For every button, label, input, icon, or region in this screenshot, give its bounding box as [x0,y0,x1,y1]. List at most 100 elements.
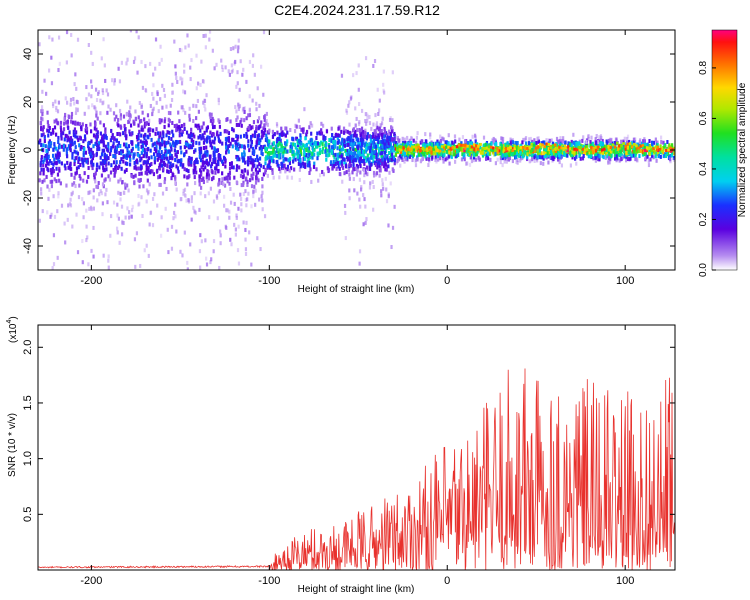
heatmap-cell [380,121,384,126]
heatmap-cell [379,158,382,163]
heatmap-cell [205,158,208,163]
heatmap-cell [217,134,220,139]
heatmap-cell [552,155,555,160]
heatmap-cell [246,162,250,167]
heatmap-cell [481,150,484,155]
heatmap-cell [200,185,203,190]
heatmap-cell [437,157,440,162]
heatmap-cell [279,138,282,143]
heatmap-cell [299,135,302,140]
heatmap-cell [336,156,339,161]
heatmap-cell [101,161,104,166]
heatmap-cell [570,139,573,144]
heatmap-cell [204,153,207,158]
heatmap-cell [140,103,143,108]
heatmap-cell [107,161,110,166]
heatmap-cell [88,206,91,211]
heatmap-cell [351,144,354,149]
heatmap-cell [163,140,166,145]
heatmap-cell [427,157,431,162]
heatmap-cell [95,132,98,137]
heatmap-cell [250,134,253,139]
heatmap-cell [252,53,255,58]
bottom-plot-frame [37,324,676,571]
heatmap-cell [276,130,279,135]
heatmap-cell [248,107,251,112]
heatmap-cell [120,232,124,237]
heatmap-cell [299,163,303,168]
heatmap-cell [174,142,177,147]
heatmap-cell [159,145,162,150]
heatmap-cell [159,142,162,147]
heatmap-cell [352,162,355,167]
heatmap-cell [53,157,56,162]
heatmap-cell [145,154,148,159]
heatmap-cell [278,137,281,142]
heatmap-cell [604,155,607,160]
heatmap-cell [107,142,110,147]
heatmap-cell [659,154,662,159]
heatmap-cell [200,239,203,244]
heatmap-cell [385,199,389,204]
heatmap-cell [347,168,350,173]
heatmap-cell [609,146,613,150]
heatmap-cell [385,187,388,192]
heatmap-cell [138,100,141,105]
heatmap-cell [365,158,368,163]
heatmap-cell [434,155,437,160]
heatmap-cell [52,262,56,267]
heatmap-cell [381,135,384,140]
heatmap-cell [266,156,269,161]
heatmap-cell [129,105,132,110]
heatmap-cell [486,151,489,156]
heatmap-cell [284,142,287,147]
heatmap-cell [48,187,51,192]
heatmap-cell [183,167,186,172]
heatmap-cell [266,122,269,127]
heatmap-cell [330,148,334,153]
heatmap-cell [202,176,205,181]
heatmap-cell [566,148,569,153]
heatmap-cell [614,152,617,157]
heatmap-cell [618,148,621,153]
heatmap-cell [117,117,120,122]
bottom-y-tick-label: 1.5 [22,395,34,410]
heatmap-cell [610,137,613,142]
heatmap-cell [86,235,89,240]
heatmap-cell [75,155,78,160]
heatmap-cell [92,133,96,138]
heatmap-cell [187,144,191,149]
heatmap-cell [107,258,110,263]
heatmap-cell [657,154,660,159]
heatmap-cell [345,108,348,113]
heatmap-cell [65,151,68,156]
heatmap-cell [48,35,51,40]
heatmap-cell [359,164,362,169]
heatmap-cell [197,135,200,140]
heatmap-cell [594,140,597,145]
heatmap-cell [372,122,375,127]
heatmap-cell [293,142,297,147]
heatmap-cell [145,188,149,193]
heatmap-cell [184,45,187,50]
heatmap-cell [146,171,149,176]
heatmap-cell [65,30,69,35]
heatmap-cell [494,144,498,149]
heatmap-cell [626,134,630,139]
heatmap-cell [226,179,229,184]
heatmap-cell [150,155,153,160]
heatmap-cell [179,249,182,254]
heatmap-cell [213,156,216,161]
heatmap-cell [228,72,231,77]
heatmap-cell [54,132,58,137]
heatmap-cell [443,143,446,148]
heatmap-cell [228,181,231,186]
heatmap-cell [144,87,147,92]
heatmap-cell [485,149,488,154]
heatmap-cell [173,148,176,153]
heatmap-cell [303,107,306,112]
heatmap-cell [158,163,161,168]
heatmap-cell [255,124,258,129]
heatmap-cell [393,158,396,163]
heatmap-cell [48,68,51,73]
